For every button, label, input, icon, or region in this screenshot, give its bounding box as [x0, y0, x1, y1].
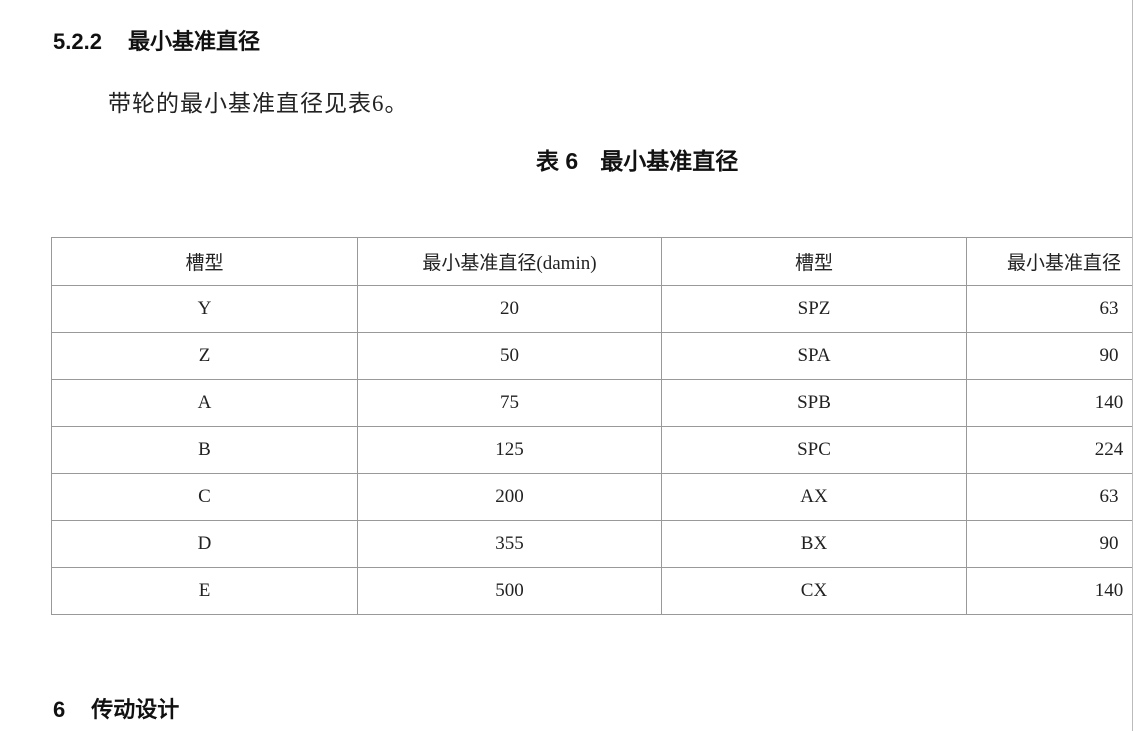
table-cell: 355: [357, 520, 662, 568]
section-title: 最小基准直径: [127, 29, 260, 54]
table-cell: 90: [966, 332, 1132, 380]
table-cell: SPZ: [661, 285, 967, 333]
table-cell: 200: [357, 473, 662, 521]
table-cell: 75: [357, 379, 662, 427]
table-cell: SPC: [661, 426, 967, 474]
table-cell: SPA: [661, 332, 967, 380]
section-number: 6: [53, 697, 66, 722]
table-cell: 50: [357, 332, 662, 380]
table-cell: 125: [357, 426, 662, 474]
table-cell: 90: [966, 520, 1132, 568]
table-cell: B: [51, 426, 358, 474]
table-cell: 63: [966, 473, 1132, 521]
header-cell: 槽型: [661, 237, 967, 286]
table-cell: C: [51, 473, 358, 521]
header-cell: 最小基准直径: [966, 237, 1132, 286]
table-row: D 355 BX 90: [51, 520, 1132, 568]
table-row: C 200 AX 63: [51, 473, 1132, 521]
table-row: Z 50 SPA 90: [51, 332, 1132, 380]
caption-title: 最小基准直径: [600, 148, 739, 174]
table-cell: 20: [357, 285, 662, 333]
section-title: 传动设计: [91, 697, 180, 722]
section-heading: 5.2.2 最小基准直径: [53, 24, 260, 56]
table-cell: 140: [966, 379, 1132, 427]
table-row: Y 20 SPZ 63: [51, 285, 1132, 333]
table-row: E 500 CX 140: [51, 567, 1132, 615]
table-caption: 表 6 最小基准直径: [536, 142, 738, 176]
table-cell: CX: [661, 567, 967, 615]
table-row: B 125 SPC 224: [51, 426, 1132, 474]
table-row: A 75 SPB 140: [51, 379, 1132, 427]
table-cell: A: [51, 379, 358, 427]
page-edge-divider: [1132, 0, 1133, 731]
table-cell: Y: [51, 285, 358, 333]
table-cell: D: [51, 520, 358, 568]
table-cell: 500: [357, 567, 662, 615]
min-diameter-table: 槽型 最小基准直径(damin) 槽型 最小基准直径 Y 20 SPZ 63 Z 50 SP…: [51, 237, 1132, 615]
table-cell: SPB: [661, 379, 967, 427]
table-cell: 63: [966, 285, 1132, 333]
table-cell: AX: [661, 473, 967, 521]
body-paragraph: 带轮的最小基准直径见表6。: [108, 91, 409, 116]
table-cell: E: [51, 567, 358, 615]
caption-label: 表 6: [536, 148, 579, 174]
table-cell: 224: [966, 426, 1132, 474]
table-cell: Z: [51, 332, 358, 380]
table-cell: BX: [661, 520, 967, 568]
header-cell: 最小基准直径(damin): [357, 237, 662, 286]
header-cell: 槽型: [51, 237, 358, 286]
next-section-heading: 6 传动设计: [53, 692, 179, 724]
table-cell: 140: [966, 567, 1132, 615]
table-header-row: 槽型 最小基准直径(damin) 槽型 最小基准直径: [51, 237, 1132, 286]
section-number: 5.2.2: [53, 29, 102, 54]
